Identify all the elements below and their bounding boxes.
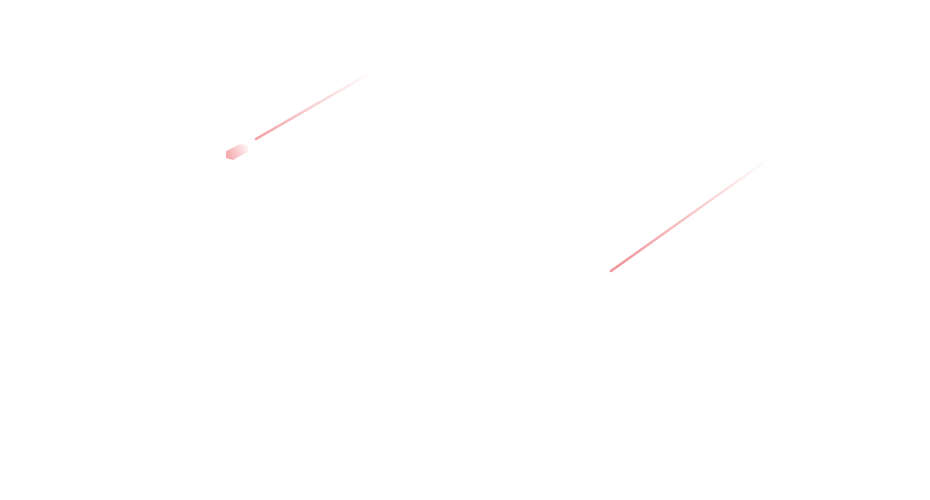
- meteor-head: [226, 144, 248, 160]
- meteor-streak-left: [226, 70, 374, 160]
- meteor-trail: [609, 156, 772, 273]
- meteor-streak-right: [609, 156, 772, 273]
- meteor-trail: [254, 70, 374, 141]
